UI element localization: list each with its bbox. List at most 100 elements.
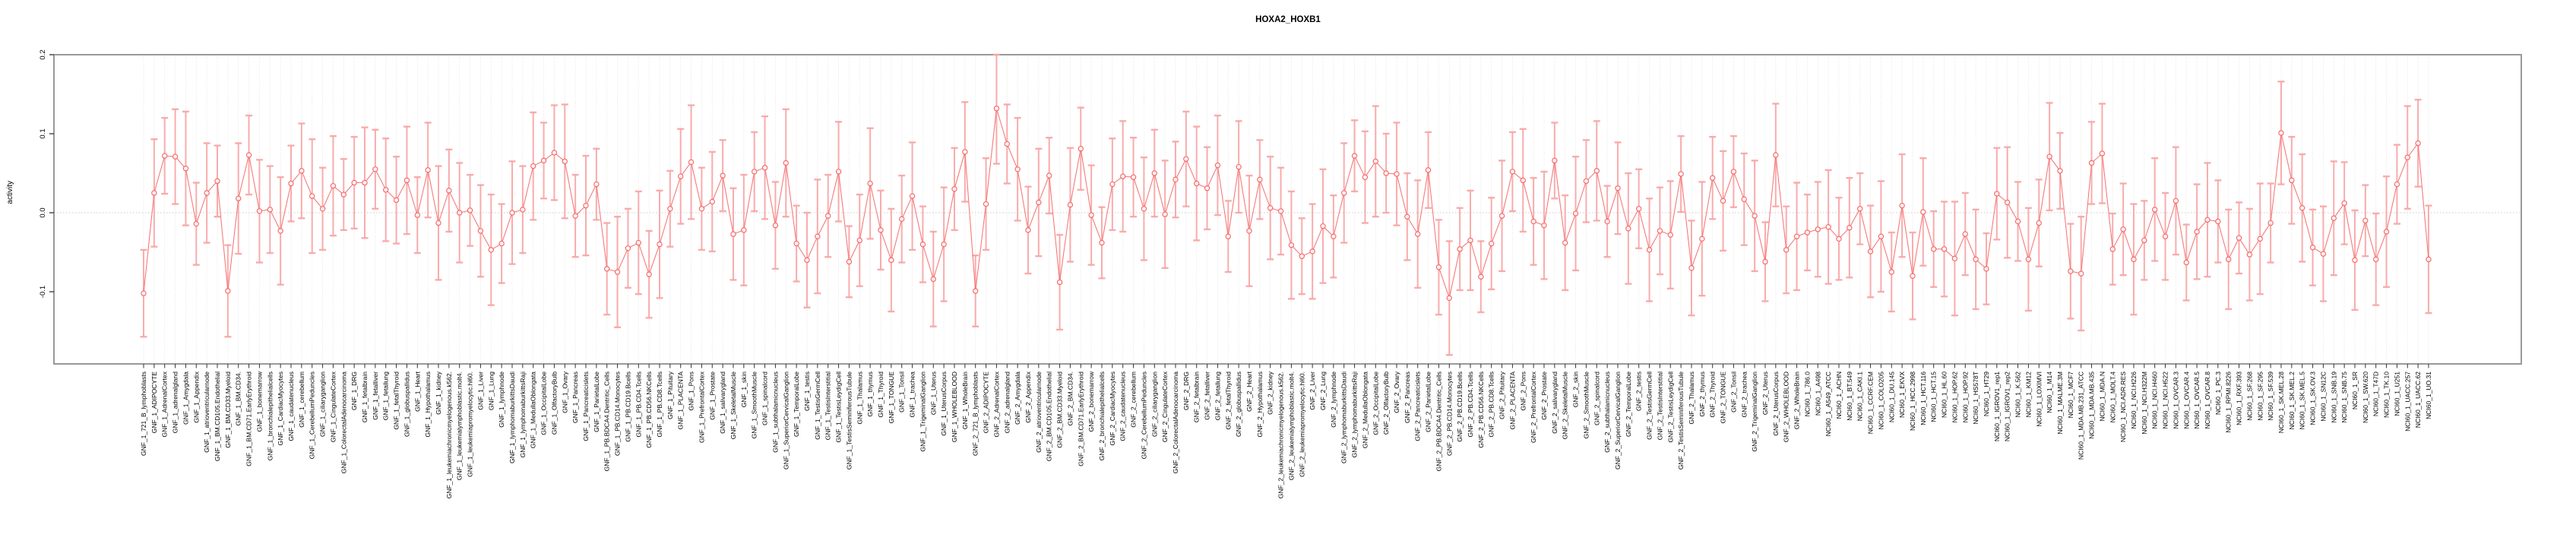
data-point-marker bbox=[1867, 248, 1874, 255]
data-point-marker bbox=[783, 160, 789, 166]
data-point-marker bbox=[2046, 153, 2052, 160]
x-tick-label: NCI60_1_HOP.62 bbox=[1951, 372, 1958, 423]
x-tick-label: GNF_1_BM.CD105.Endothelial bbox=[214, 372, 221, 461]
x-tick-label: NCI60_1_A498 bbox=[1814, 372, 1821, 416]
data-point-marker bbox=[1847, 225, 1853, 231]
data-point-marker bbox=[2394, 181, 2400, 188]
x-tick-label: GNF_1_leukemialymphoblastic.molt4. bbox=[456, 372, 464, 480]
x-tick-label: GNF_2_Lung bbox=[1319, 372, 1327, 410]
data-point-marker bbox=[2004, 199, 2011, 206]
x-tick-label: GNF_2_PLACENTA bbox=[1508, 372, 1516, 430]
x-tick-label: GNF_1_Heart bbox=[413, 371, 421, 412]
x-tick-label: NCI60_1_NCI.H322M bbox=[2141, 372, 2148, 435]
data-point-marker bbox=[2204, 217, 2210, 223]
data-point-marker bbox=[1720, 198, 1726, 204]
x-tick-label: GNF_2_BM.CD33.Myeloid bbox=[1056, 372, 1064, 448]
data-point-marker bbox=[1562, 239, 1568, 246]
data-point-marker bbox=[825, 213, 831, 219]
x-tick-label: GNF_1_PB.CD4.Tcells bbox=[635, 372, 642, 437]
data-point-marker bbox=[2141, 237, 2147, 244]
data-point-marker bbox=[1478, 274, 1484, 280]
data-point-marker bbox=[583, 202, 589, 209]
data-point-marker bbox=[1709, 175, 1716, 181]
data-point-marker bbox=[214, 178, 220, 185]
data-point-marker bbox=[530, 163, 536, 169]
x-tick-label: GNF_1_Ovary bbox=[561, 371, 568, 413]
data-point-marker bbox=[815, 233, 821, 239]
data-point-marker bbox=[1162, 211, 1168, 217]
data-point-marker bbox=[193, 220, 199, 227]
x-tick-label: GNF_1_PB.CD14.Monocytes bbox=[614, 372, 622, 456]
data-point-marker bbox=[2162, 233, 2169, 239]
x-tick-label: GNF_1_TestisInterstitial bbox=[824, 372, 832, 440]
x-tick-label: GNF_1_WHOLEBLOOD bbox=[951, 372, 958, 442]
x-tick-label: GNF_1_globuspallidus bbox=[403, 372, 410, 437]
x-tick-label: GNF_2_skin bbox=[1572, 372, 1580, 408]
data-point-marker bbox=[446, 188, 452, 194]
x-tick-label: GNF_1_ColorectalAdenocarcinoma bbox=[340, 372, 347, 473]
x-tick-label: GNF_1_lymphnode bbox=[498, 372, 505, 428]
x-tick-label: GNF_1_subthalamicnucleus bbox=[771, 372, 779, 453]
x-tick-label: GNF_1_Pancreas bbox=[571, 372, 579, 423]
data-point-marker bbox=[804, 257, 810, 264]
data-point-marker bbox=[172, 153, 179, 160]
data-point-marker bbox=[657, 241, 663, 248]
x-tick-label: GNF_2_cerebellum bbox=[1130, 372, 1138, 428]
error-bars bbox=[140, 53, 2432, 356]
data-point-marker bbox=[1920, 209, 1926, 215]
x-tick-label: GNF_1_Thalamus bbox=[856, 372, 863, 424]
x-tick-label: NCI60_1_PC.3 bbox=[2214, 372, 2222, 415]
x-tick-label: GNF_1_SkeletalMuscle bbox=[729, 372, 737, 440]
x-tick-label: GNF_1_bronchialepithelialcells bbox=[266, 372, 274, 460]
x-tick-label: GNF_2_PB.CD56.NKCells bbox=[1477, 372, 1485, 448]
data-point-marker bbox=[1067, 201, 1074, 208]
x-tick-label: NCI60_1_M14 bbox=[2046, 372, 2053, 413]
data-point-marker bbox=[1804, 229, 1811, 236]
x-tick-label: NCI60_1_NCI.H226 bbox=[2130, 372, 2138, 429]
data-point-marker bbox=[509, 210, 515, 216]
x-tick-label: NCI60_1_MDA.MB.231_ATCC bbox=[2078, 372, 2085, 460]
data-point-marker bbox=[741, 227, 747, 233]
x-tick-label: GNF_2_lymphnode bbox=[1330, 372, 1337, 428]
x-tick-label: GNF_1_DRG bbox=[350, 372, 358, 410]
x-tick-label: GNF_2_UterusCorpus bbox=[1772, 372, 1780, 436]
x-tick-label: GNF_1_lymphomaburkittsRaji bbox=[519, 372, 527, 457]
x-tick-label: GNF_2_Pancreaticislets bbox=[1414, 372, 1422, 441]
data-point-marker bbox=[635, 239, 641, 246]
x-tick-label: GNF_1_ADIPOCYTE bbox=[150, 372, 158, 434]
x-tick-label: NCI60_1_CAKI.1 bbox=[1856, 372, 1864, 421]
data-point-marker bbox=[2352, 257, 2358, 264]
data-point-marker bbox=[1899, 202, 1905, 209]
data-point-marker bbox=[1825, 224, 1831, 230]
data-point-marker bbox=[2404, 154, 2410, 160]
x-tick-label: NCI60_1_HL.60 bbox=[1941, 372, 1948, 418]
data-point-marker bbox=[1056, 279, 1063, 286]
x-tick-label: GNF_2_Tonsil bbox=[1729, 372, 1737, 413]
data-point-marker bbox=[1730, 169, 1737, 175]
x-tick-label: GNF_2_Heart bbox=[1245, 371, 1253, 412]
x-tick-label: GNF_1_SuperiorCervicalGanglion bbox=[782, 372, 790, 470]
data-point-marker bbox=[277, 228, 283, 234]
x-tick-label: GNF_1_fetalbrain bbox=[361, 372, 369, 422]
x-tick-label: NCI60_1_SW.620 bbox=[2362, 372, 2369, 423]
x-tick-label: NCI60_1_MALME.3M bbox=[2056, 372, 2064, 435]
data-point-marker bbox=[2151, 207, 2158, 213]
data-point-marker bbox=[162, 153, 168, 159]
x-tick-label: GNF_2_fetalbrain bbox=[1193, 372, 1201, 422]
data-point-marker bbox=[2120, 226, 2126, 232]
x-tick-label: GNF_2_Pons bbox=[1519, 372, 1527, 411]
x-tick-label: GNF_2_CingulateCortex bbox=[1161, 371, 1169, 442]
x-tick-label: GNF_1_OlfactoryBulb bbox=[550, 372, 558, 435]
data-point-marker bbox=[2309, 245, 2316, 251]
x-tick-label: NCI60_1_HCT.15 bbox=[1930, 372, 1938, 422]
x-tick-label: NCI60_1_EKVX bbox=[1898, 372, 1906, 418]
data-point-marker bbox=[2099, 150, 2106, 157]
data-point-marker bbox=[993, 106, 1000, 112]
data-point-marker bbox=[930, 276, 936, 283]
data-point-marker bbox=[667, 206, 673, 212]
x-tick-label: NCI60_1_SNB.19 bbox=[2330, 372, 2337, 423]
x-tick-label: NCI60_1_786.0 bbox=[1803, 372, 1811, 417]
data-point-marker bbox=[1572, 210, 1579, 217]
data-point-marker bbox=[604, 266, 610, 272]
data-point-marker bbox=[1836, 236, 1842, 242]
